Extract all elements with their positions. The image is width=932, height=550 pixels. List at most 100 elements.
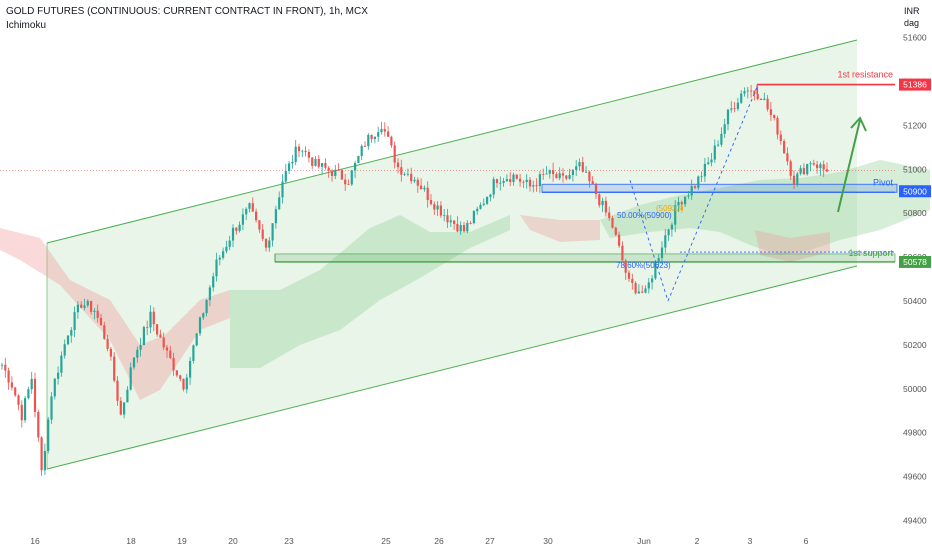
candle-body [525, 179, 528, 182]
candle-body [674, 205, 677, 225]
candle [156, 324, 159, 337]
candle [146, 320, 149, 336]
candle-body [387, 131, 390, 137]
candle [278, 191, 281, 210]
x-tick-label: 6 [804, 536, 809, 546]
candle [321, 163, 324, 175]
candle-body [231, 227, 235, 241]
candle [746, 86, 749, 99]
candle-body [185, 377, 188, 390]
candle [327, 165, 330, 178]
x-tick-label: 16 [30, 536, 40, 546]
candle [198, 316, 202, 336]
candle-body [492, 179, 495, 195]
candle [690, 179, 693, 200]
candle [532, 180, 535, 193]
candle-body [446, 215, 449, 223]
candle [30, 371, 33, 394]
candle [670, 222, 673, 237]
candle-body [377, 132, 380, 137]
candle-body [462, 225, 466, 232]
candle [99, 313, 103, 326]
candle [132, 356, 136, 370]
candle [43, 443, 46, 475]
candle [588, 170, 591, 188]
candle-body [215, 259, 218, 277]
candle-body [380, 128, 383, 133]
candle-body [796, 173, 799, 185]
candle [489, 193, 492, 202]
candle-body [522, 181, 525, 183]
candle-body [76, 304, 79, 313]
candle [575, 160, 578, 177]
candle [707, 157, 710, 165]
candle-body [825, 169, 829, 172]
candle [528, 177, 532, 192]
candle [608, 206, 611, 221]
candle-body [690, 186, 693, 196]
candle [40, 436, 43, 476]
candle-body [519, 178, 522, 182]
y-tick-label: 50200 [903, 340, 927, 350]
candle-body [60, 355, 63, 373]
candle-body [251, 203, 254, 212]
candle-body [561, 173, 565, 176]
candle [380, 121, 383, 135]
candle-body [354, 162, 357, 171]
candle-body [189, 360, 192, 378]
candle-body [664, 235, 667, 248]
candle [37, 409, 40, 442]
candle [340, 169, 343, 180]
candle-body [433, 204, 436, 210]
candle-body [321, 163, 324, 167]
candle [759, 98, 763, 101]
candle-body [169, 350, 172, 358]
candle [614, 226, 617, 237]
candle-body [486, 196, 489, 204]
y-tick-label: 49600 [903, 472, 927, 482]
y-tick-label: 51200 [903, 120, 927, 130]
candle-body [288, 163, 291, 172]
candle-body [83, 305, 86, 308]
candle [693, 184, 697, 190]
candle [495, 178, 499, 188]
candle [403, 172, 406, 177]
candle [677, 196, 680, 213]
candle [720, 127, 723, 147]
candle-body [472, 211, 475, 224]
candle-body [281, 181, 284, 198]
candle [680, 200, 683, 211]
candle [347, 179, 350, 186]
candle-body [70, 330, 73, 336]
candle-body [726, 109, 730, 125]
candle [162, 332, 165, 351]
candle [80, 301, 83, 309]
candle-body [182, 378, 185, 390]
candle [641, 285, 644, 294]
candle [697, 175, 700, 191]
candle [63, 339, 66, 359]
candle-body [165, 347, 169, 351]
candle-body [482, 203, 485, 205]
candle-body [413, 179, 416, 182]
candle-body [410, 173, 413, 182]
candle [370, 134, 373, 143]
candle-body [812, 163, 815, 165]
candle-body [218, 257, 221, 260]
x-tick-label: 27 [485, 536, 495, 546]
candle-body [495, 179, 499, 184]
fib-50-label: 50.00%(50900) [617, 211, 672, 220]
candle [796, 171, 799, 187]
channel-upper-line [46, 39, 858, 244]
candle [420, 178, 423, 190]
candle-body [225, 246, 228, 252]
candle [522, 180, 525, 189]
candle [799, 165, 802, 176]
candle [443, 209, 446, 222]
y-tick-label: 50400 [903, 296, 927, 306]
candle [241, 208, 244, 231]
candle [281, 174, 284, 204]
candle [357, 155, 360, 164]
candle-body [393, 145, 396, 163]
